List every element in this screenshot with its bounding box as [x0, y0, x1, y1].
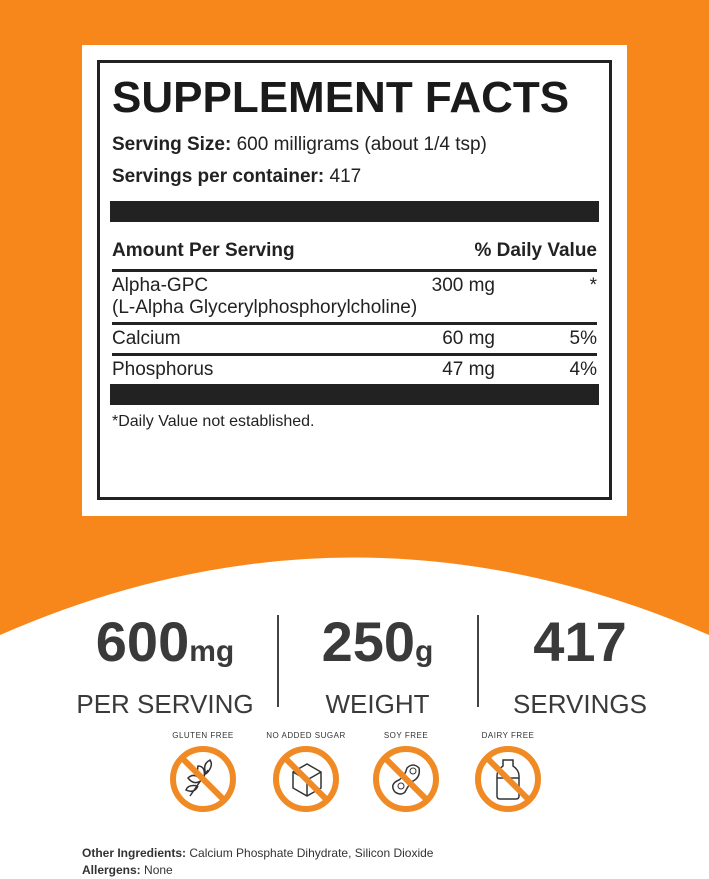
badge-dairy-free: DAIRY FREE	[460, 730, 556, 814]
facts-title: SUPPLEMENT FACTS	[112, 73, 570, 122]
table-header: Amount Per Serving% Daily Value	[112, 240, 597, 272]
servings-per-container: Servings per container: 417	[112, 166, 362, 187]
allergens: Allergens: None	[82, 863, 173, 877]
table-row: Calcium 60 mg 5%	[112, 325, 597, 356]
stat-per-serving: 600mg PER SERVING	[76, 610, 254, 720]
divider	[277, 615, 279, 707]
badge-gluten-free: GLUTEN FREE	[155, 730, 251, 814]
sugar-cube-icon	[273, 746, 339, 812]
table-row: Phosphorus 47 mg 4%	[112, 359, 597, 380]
table-row: Alpha-GPC 300 mg * (L-Alpha Glycerylphospho…	[112, 272, 597, 325]
divider	[477, 615, 479, 707]
soybean-icon	[373, 746, 439, 812]
milk-bottle-icon	[475, 746, 541, 812]
stat-servings: 417 SERVINGS	[513, 610, 647, 720]
badge-soy-free: SOY FREE	[358, 730, 454, 814]
stat-weight: 250g WEIGHT	[321, 610, 434, 720]
badge-no-added-sugar: NO ADDED SUGAR	[258, 730, 354, 814]
footnote: *Daily Value not established.	[112, 413, 315, 430]
supplement-facts-label: SUPPLEMENT FACTS Serving Size: 600 milli…	[82, 45, 627, 516]
divider-bar	[110, 384, 599, 405]
divider-bar	[110, 201, 599, 222]
wheat-icon	[170, 746, 236, 812]
serving-size: Serving Size: 600 milligrams (about 1/4 …	[112, 134, 487, 155]
other-ingredients: Other Ingredients: Calcium Phosphate Dih…	[82, 846, 434, 860]
